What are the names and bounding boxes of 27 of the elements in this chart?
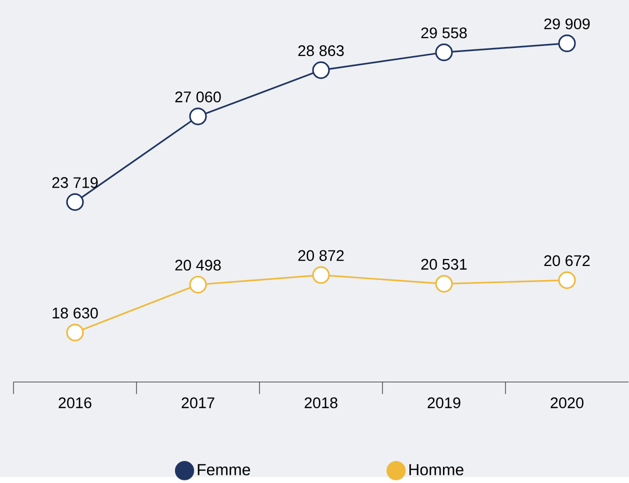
point xyxy=(189,108,207,126)
x-tick-label: 2016 xyxy=(58,398,92,408)
x-tick-label: 2017 xyxy=(182,398,214,408)
legend-label: Homme xyxy=(409,464,464,476)
point xyxy=(312,62,330,80)
point xyxy=(312,266,330,284)
data-label: 23 719 xyxy=(52,177,98,188)
point xyxy=(66,324,84,342)
data-label: 18 630 xyxy=(52,308,98,319)
data-label: 27 060 xyxy=(175,92,221,103)
data-label: 29 909 xyxy=(544,18,590,30)
x-tick-label: 2020 xyxy=(550,398,584,408)
point xyxy=(189,276,207,294)
data-label: 20 872 xyxy=(298,250,344,262)
point xyxy=(558,272,576,290)
data-label: 29 558 xyxy=(421,28,467,38)
data-label: 28 863 xyxy=(298,45,344,56)
point xyxy=(435,275,453,293)
data-label: 20 498 xyxy=(175,260,221,271)
data-label: 20 531 xyxy=(421,259,467,270)
data-label: 20 672 xyxy=(544,255,590,266)
point xyxy=(66,193,84,212)
point xyxy=(435,44,453,62)
x-tick-label: 2019 xyxy=(428,398,460,408)
x-tick-label: 2018 xyxy=(304,398,338,408)
legend-label: Femme xyxy=(198,464,250,476)
point xyxy=(558,34,576,52)
